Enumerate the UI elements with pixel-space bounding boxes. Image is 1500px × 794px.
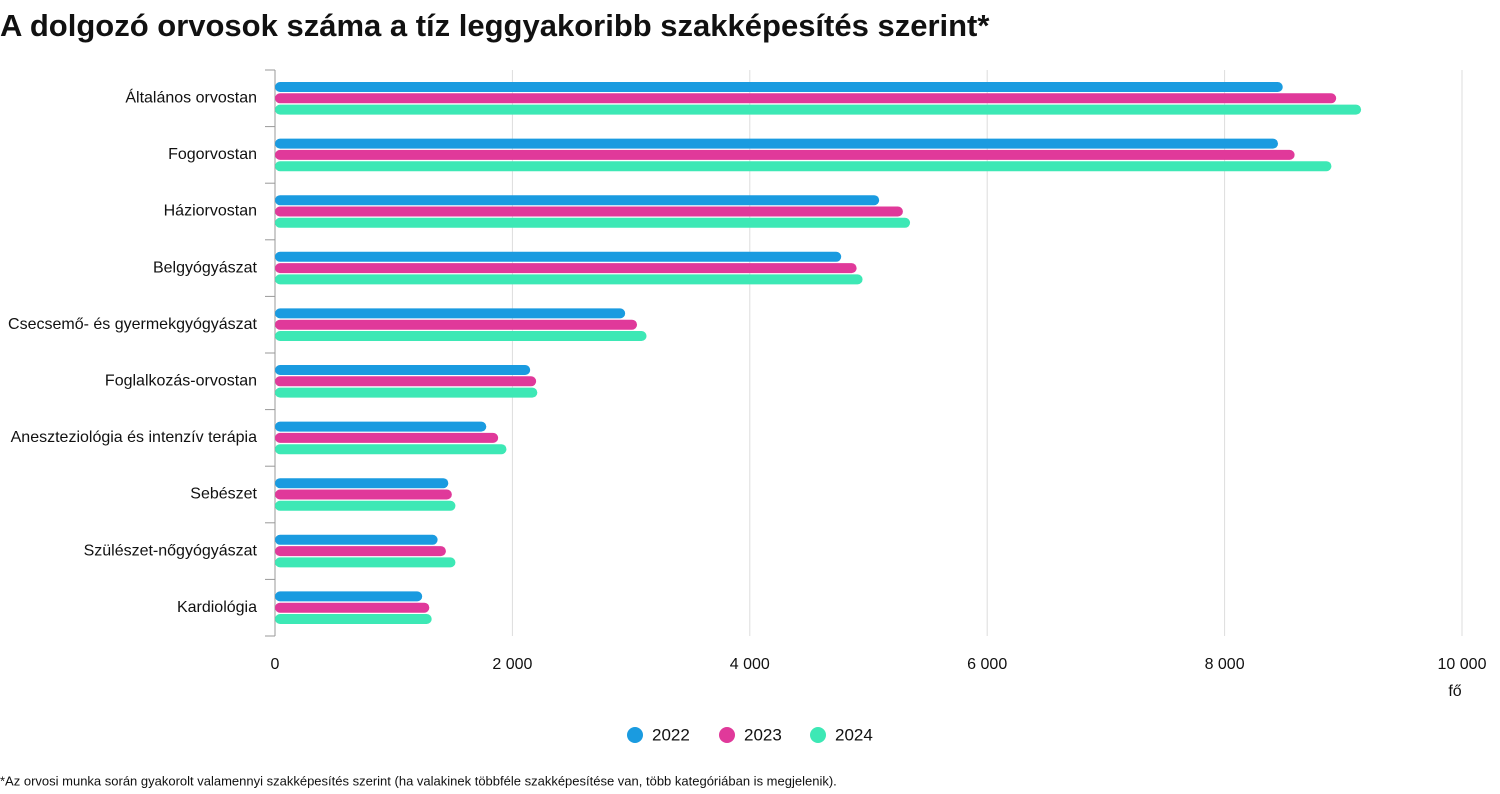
bar xyxy=(275,478,449,489)
bar xyxy=(275,602,430,613)
bar xyxy=(275,217,911,228)
bar xyxy=(275,546,446,557)
bar xyxy=(275,161,1332,172)
legend-marker xyxy=(627,727,643,743)
y-tick-label: Foglalkozás-orvostan xyxy=(105,373,257,390)
bar xyxy=(275,263,857,274)
bar xyxy=(275,489,452,500)
bar xyxy=(275,331,647,341)
x-tick-label: 6 000 xyxy=(967,656,1007,673)
y-tick-label: Háziorvostan xyxy=(164,203,257,220)
legend-label: 2024 xyxy=(835,725,873,744)
y-tick-label: Kardiológia xyxy=(177,599,257,616)
x-tick-label: 4 000 xyxy=(730,656,770,673)
y-tick-label: Sebészet xyxy=(190,486,257,503)
x-tick-label: 10 000 xyxy=(1438,656,1487,673)
bar xyxy=(275,149,1295,160)
x-tick-label: 8 000 xyxy=(1205,656,1245,673)
chart-title: A dolgozó orvosok száma a tíz leggyakori… xyxy=(0,8,990,43)
bar xyxy=(275,82,1283,92)
bar xyxy=(275,138,1279,149)
legend-marker xyxy=(810,727,826,743)
legend-label: 2022 xyxy=(652,725,690,744)
bar xyxy=(275,206,903,217)
y-tick-label: Belgyógyászat xyxy=(153,259,258,276)
bar xyxy=(275,104,1362,115)
x-tick-label: 2 000 xyxy=(492,656,532,673)
bar xyxy=(275,421,487,432)
bar xyxy=(275,387,538,398)
footnote: *Az orvosi munka során gyakorolt valamen… xyxy=(0,773,837,788)
bar xyxy=(275,195,880,206)
bar xyxy=(275,444,507,455)
bar xyxy=(275,500,456,511)
y-tick-label: Fogorvostan xyxy=(168,146,257,163)
y-tick-label: Aneszteziológia és intenzív terápia xyxy=(11,429,257,446)
bar xyxy=(275,534,438,545)
bar xyxy=(275,432,499,443)
bar xyxy=(275,308,626,319)
y-tick-label: Szülészet-nőgyógyászat xyxy=(84,542,258,559)
bar xyxy=(275,319,638,330)
bar xyxy=(275,251,842,262)
bar xyxy=(275,274,863,285)
legend-marker xyxy=(719,727,735,743)
bar xyxy=(275,365,531,375)
legend-label: 2023 xyxy=(744,725,782,744)
bar xyxy=(275,93,1337,104)
y-tick-label: Általános orvostan xyxy=(125,88,257,107)
bar xyxy=(275,591,423,602)
bar xyxy=(275,376,537,387)
x-axis-label: fő xyxy=(1448,683,1461,700)
x-tick-label: 0 xyxy=(271,656,280,673)
bar xyxy=(275,557,456,568)
bar xyxy=(275,614,432,624)
y-tick-label: Csecsemő- és gyermekgyógyászat xyxy=(8,316,258,333)
